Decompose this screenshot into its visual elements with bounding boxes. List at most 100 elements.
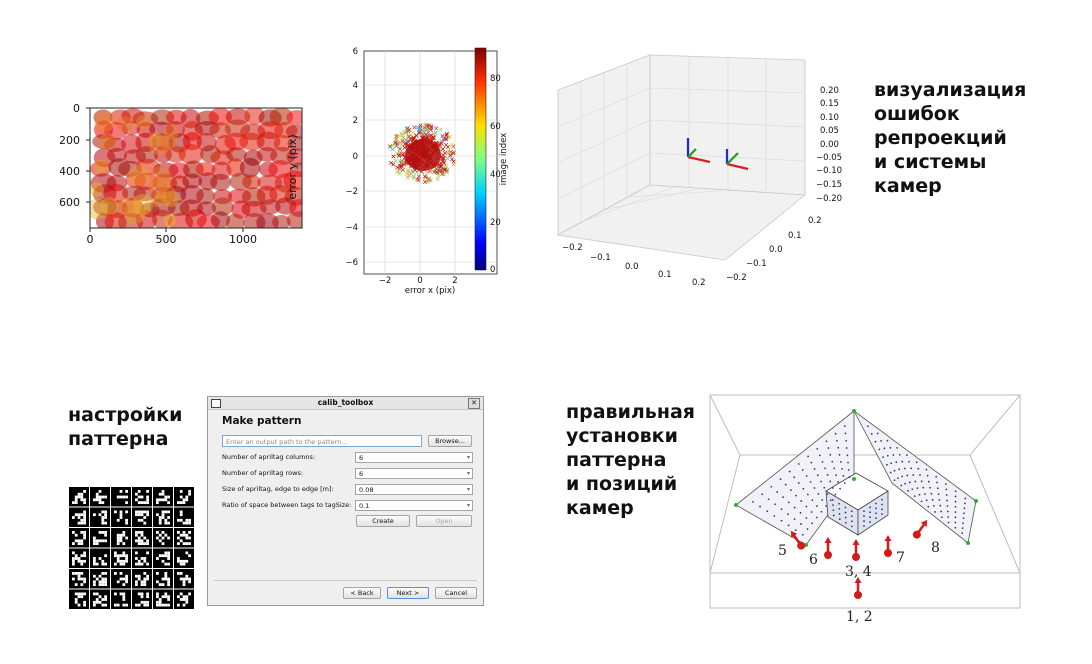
apriltag-bit [98,498,102,502]
pattern-dot [917,467,920,470]
error-marker: ✕ [443,162,449,170]
scatter-point [211,197,234,216]
pattern-dot [821,460,824,463]
apriltag-bit [95,539,99,543]
error-y-ticks: 6 4 2 0 −2 −4 −6 [345,47,358,268]
open-button[interactable]: Open [416,515,472,527]
scatter-point [273,135,293,152]
apriltag-bit [77,495,81,499]
output-path-input[interactable]: Enter an output path to the pattern... [222,435,422,447]
apriltag-bit [125,521,128,525]
error-marker: ✕ [416,129,422,137]
error-marker: ✕ [405,174,411,182]
pattern-dot [838,453,841,456]
apriltag-bit [119,495,123,499]
apriltag-bit [156,501,159,504]
error-marker: ✕ [387,143,393,151]
dialog-heading: Make pattern [222,415,302,427]
apriltag-bit [80,539,84,543]
scatter-point [123,202,146,225]
pattern-dot [838,513,841,515]
apriltag-bit [185,521,189,525]
error-marker: ✕ [403,157,410,166]
error-marker: ✕ [434,168,440,176]
camera-marker [852,539,860,561]
pattern-dot [927,505,930,508]
scatter-point [148,178,168,198]
apriltag-bit [177,501,180,504]
apriltag-bit [146,592,149,596]
scatter-point [163,213,177,227]
reprojection-caption: визуализация ошибок репроекций и системы… [874,78,1026,198]
apriltag-bit [143,577,147,581]
rows-select[interactable]: 6 ▾ [355,468,473,479]
apriltag-bit [95,498,99,502]
apriltag-bit [167,516,170,519]
apriltag-bit [146,539,149,543]
apriltag-bit [80,521,84,525]
apriltag-bit [188,542,191,545]
scatter-point [163,124,179,140]
error-x-label: error x (pix) [405,286,455,296]
error-marker: ✕ [397,166,403,174]
error-marker: ✕ [422,173,428,181]
apriltag-bit [185,559,189,563]
close-icon[interactable]: ✕ [468,398,480,409]
error-marker: ✕ [439,155,446,164]
tag-size-select[interactable]: 0.08 ▾ [355,484,473,495]
pattern-dot [962,522,964,525]
apriltag-bit [146,574,149,578]
error-marker: ✕ [435,175,441,183]
cancel-button[interactable]: Cancel [435,587,477,599]
ratio-select[interactable]: 0.1 ▾ [355,500,473,511]
error-marker: ✕ [422,122,428,130]
apriltag-bit [185,577,189,581]
pattern-board-left [735,410,855,546]
select-value: 0.1 [359,502,370,510]
pattern-dot [863,515,865,518]
apriltag-bit [95,492,99,496]
pattern-dot [810,461,813,464]
apriltag-bit [164,533,168,537]
apriltag-bit [135,557,138,560]
apriltag-bit [125,495,128,499]
3d-z-tick: 0.00 [820,140,839,150]
error-marker: ✕ [402,128,408,136]
apriltag-bit [104,577,107,581]
colorbar-tick: 80 [490,74,501,84]
error-marker: ✕ [436,161,443,170]
apriltag-bit [182,598,186,601]
pattern-dot [875,507,877,510]
pattern-dot [834,493,837,496]
apriltag-bit [185,598,189,601]
error-marker: ✕ [399,151,406,160]
scatter-point [157,184,176,203]
pattern-dot [880,439,882,442]
error-marker: ✕ [413,131,420,140]
3d-x-ticks: −0.2 −0.1 0.0 0.1 0.2 [562,243,706,288]
pattern-dot [901,475,904,478]
apriltag-bit [93,539,96,543]
error-marker: ✕ [419,134,426,143]
browse-button[interactable]: Browse... [428,435,472,447]
camera-label: 8 [931,540,940,556]
apriltag-bit [101,559,105,563]
next-button[interactable]: Next > [387,587,429,599]
error-marker: ✕ [447,152,453,160]
apriltag-bit [167,603,170,607]
error-marker: ✕ [445,155,451,163]
chevron-down-icon: ▾ [466,454,470,461]
apriltag-bit [80,592,84,596]
apriltag-bit [80,583,84,586]
apriltag-bit [77,516,81,519]
error-marker: ✕ [398,141,404,149]
create-button[interactable]: Create [356,515,410,527]
pattern-dot [809,481,812,483]
columns-select[interactable]: 6 ▾ [355,452,473,463]
pattern-dot [821,499,824,501]
error-marker: ✕ [396,133,402,141]
error-marker: ✕ [416,173,422,181]
error-marker: ✕ [438,139,445,148]
back-button[interactable]: < Back [343,587,381,599]
error-marker: ✕ [426,176,432,184]
